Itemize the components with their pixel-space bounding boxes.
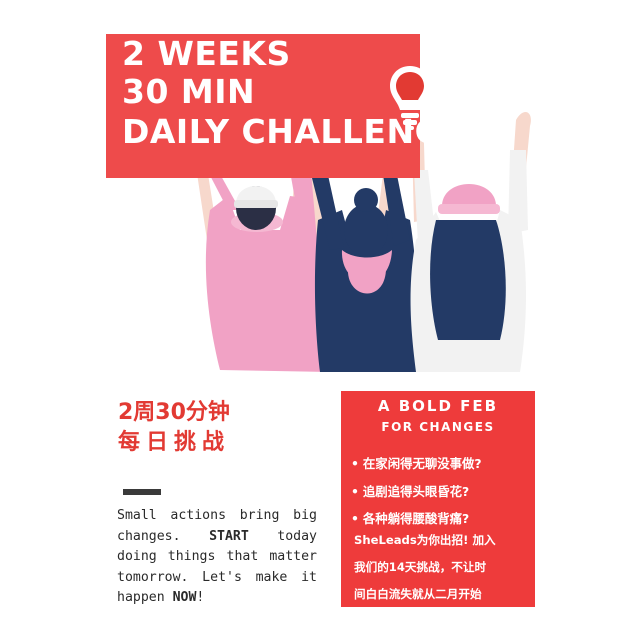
promo-bullet-text: 追剧追得头眼昏花? bbox=[362, 484, 470, 499]
title-line-1: 2 WEEKS bbox=[122, 34, 291, 73]
promo-paragraph-line-3: 间白白流失就从二月开始 bbox=[354, 587, 482, 601]
chinese-title-line-2: 每日挑战 bbox=[118, 430, 231, 455]
promo-bullet-text: 在家闲得无聊没事做? bbox=[362, 456, 482, 471]
divider bbox=[123, 489, 161, 495]
promo-heading: A BOLD FEB bbox=[377, 397, 499, 415]
promo-bullet-item: • 追剧追得头眼昏花? bbox=[351, 482, 469, 500]
promo-subheading: FOR CHANGES bbox=[381, 420, 495, 434]
lightbulb-icon bbox=[390, 66, 430, 130]
body-part-2: today doing things that matter tomorrow.… bbox=[117, 528, 317, 606]
title-line-3: DAILY CHALLENGE bbox=[122, 112, 466, 151]
body-part-1: Small actions bring big changes. bbox=[117, 508, 317, 544]
motivational-text: Small actions bring big changes. START t… bbox=[117, 506, 317, 609]
body-start-word: START bbox=[209, 528, 249, 544]
promo-bullet-text: 各种躺得腰酸背痛? bbox=[362, 511, 470, 526]
promo-bullet-item: • 各种躺得腰酸背痛? bbox=[351, 509, 469, 527]
title-line-2: 30 MIN bbox=[122, 72, 256, 111]
promo-paragraph-line-1: SheLeads为你出招! 加入 bbox=[354, 533, 496, 547]
bullet-icon: • bbox=[351, 511, 359, 526]
promo-paragraph-line-2: 我们的14天挑战，不让时 bbox=[354, 560, 487, 574]
body-now-word: NOW bbox=[172, 590, 197, 605]
chinese-title-line-1: 2周30分钟 bbox=[118, 400, 230, 425]
bullet-icon: • bbox=[351, 484, 359, 499]
promo-bullet-item: • 在家闲得无聊没事做? bbox=[351, 454, 482, 472]
person-middle bbox=[309, 137, 419, 372]
promo-box: A BOLD FEB FOR CHANGES • 在家闲得无聊没事做? • 追剧追得… bbox=[341, 391, 535, 607]
body-part-3: ! bbox=[196, 590, 205, 605]
title-banner: 2 WEEKS 30 MIN DAILY CHALLENGE bbox=[106, 34, 465, 178]
bullet-icon: • bbox=[351, 456, 359, 471]
person-right bbox=[410, 112, 531, 372]
